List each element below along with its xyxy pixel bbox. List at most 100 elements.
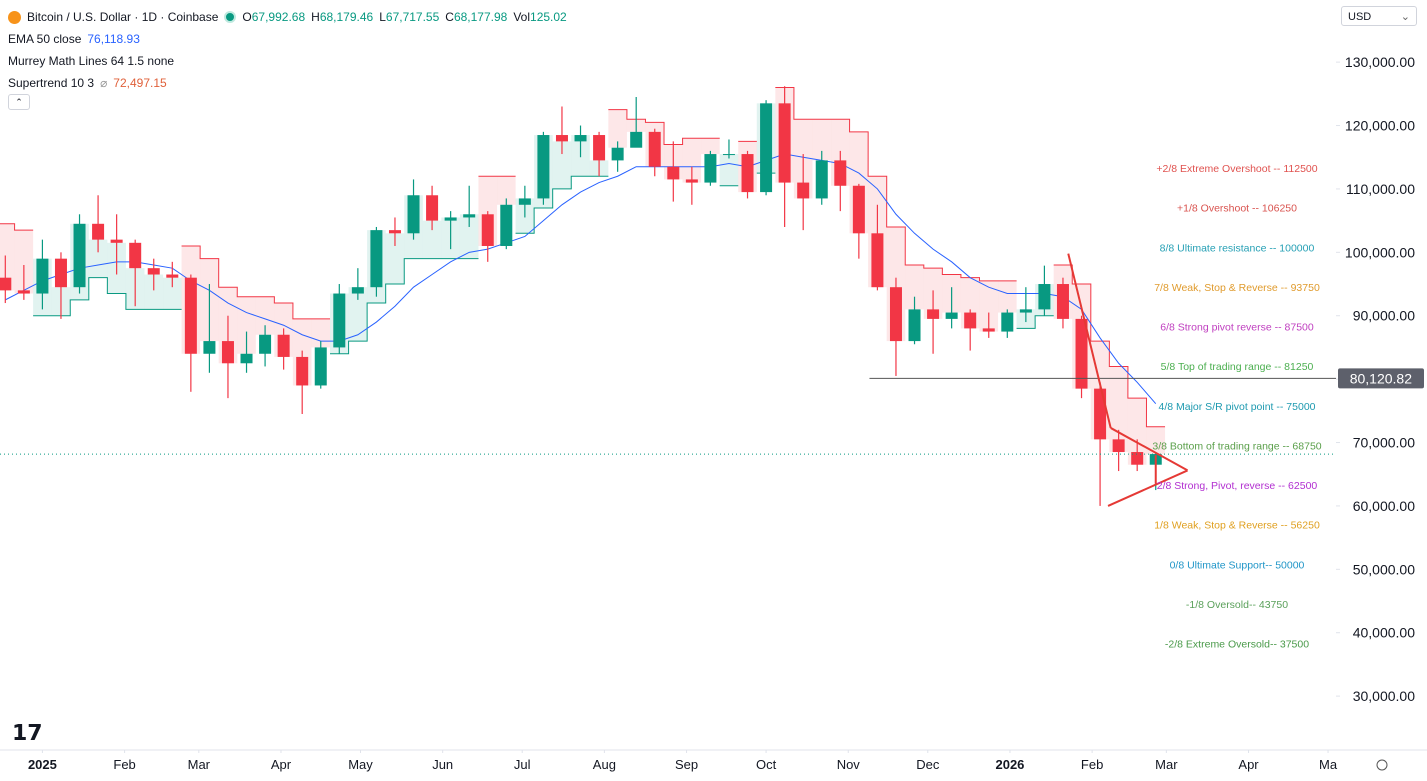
murrey-label: 3/8 Bottom of trading range -- 68750 [1152, 440, 1321, 452]
price-badge-label: 80,120.82 [1350, 370, 1412, 386]
tv-logo[interactable]: 𝟭𝟳 [12, 720, 43, 745]
candle-body [518, 198, 531, 205]
ohlc-key: C [445, 10, 454, 24]
supertrend-fill [497, 176, 516, 205]
x-tick-label: Jun [432, 757, 453, 772]
candle-body [537, 135, 550, 199]
ohlc-value: 68,179.46 [319, 10, 374, 24]
trendline [1110, 427, 1189, 472]
candle-body [1019, 309, 1032, 313]
supertrend-fill [608, 109, 627, 148]
murrey-label: +1/8 Overshoot -- 106250 [1177, 203, 1297, 215]
x-tick-label: Aug [593, 757, 616, 772]
ema-line [5, 153, 1157, 405]
candle-body [574, 135, 587, 142]
y-tick-label: 50,000.00 [1353, 561, 1415, 577]
symbol-title[interactable]: Bitcoin / U.S. Dollar · 1D · Coinbase [27, 10, 219, 24]
candle-body [778, 103, 791, 183]
supertrend-fill [979, 280, 999, 332]
x-tick-label: Apr [1238, 757, 1259, 772]
y-tick-label: 110,000.00 [1346, 181, 1415, 197]
murrey-label: 0/8 Ultimate Support-- 50000 [1170, 559, 1305, 571]
candle-body [630, 131, 643, 148]
murrey-label: -2/8 Extreme Oversold-- 37500 [1165, 639, 1309, 651]
murrey-label: 4/8 Major S/R pivot point -- 75000 [1159, 401, 1316, 413]
candle-body [685, 179, 698, 183]
y-tick-label: 90,000.00 [1353, 308, 1415, 324]
supertrend-line [33, 172, 1054, 355]
ohlc-item: H68,179.46 [311, 6, 373, 28]
currency-select[interactable]: USD ⌄ [1341, 6, 1417, 26]
candle-body [73, 223, 86, 288]
candle-body [444, 217, 457, 221]
x-tick-label: Apr [271, 757, 292, 772]
ohlc-item: Vol125.02 [513, 6, 566, 28]
x-tick-label: Ma [1319, 757, 1338, 772]
status-dot [224, 11, 237, 23]
supertrend-fill [682, 138, 702, 183]
price-badge [1338, 368, 1424, 389]
candle-body [945, 312, 958, 319]
candle-body [92, 223, 105, 240]
candle-body [203, 341, 216, 354]
candle-body [741, 154, 754, 193]
supertrend-fill [701, 138, 720, 155]
ohlc-value: 68,177.98 [453, 10, 508, 24]
y-tick-label: 60,000.00 [1353, 498, 1415, 514]
x-tick-label: 2025 [28, 757, 57, 772]
candle-body [648, 131, 661, 167]
supertrend-fill [163, 277, 182, 310]
collapse-button[interactable]: ⌃ [8, 94, 30, 110]
supertrend-fill [1146, 426, 1166, 455]
candle-body [760, 103, 773, 193]
murrey-label[interactable]: Murrey Math Lines 64 1.5 none [8, 54, 175, 68]
murrey-label: 8/8 Ultimate resistance -- 100000 [1160, 242, 1315, 254]
candle-body [1075, 318, 1088, 389]
candle-body [481, 214, 494, 246]
legend: Bitcoin / U.S. Dollar · 1D · Coinbase O67… [8, 6, 567, 110]
ema-value: 76,118.93 [87, 32, 140, 46]
settings-icon[interactable] [1376, 759, 1388, 771]
x-tick-label: Mar [1155, 757, 1178, 772]
coin-icon [8, 10, 21, 24]
candle-body [147, 268, 160, 275]
ohlc-value: 67,992.68 [251, 10, 306, 24]
trendline [1107, 469, 1188, 507]
y-tick-label: 100,000.00 [1345, 244, 1415, 260]
candle-body [221, 341, 234, 364]
candle-body [296, 356, 309, 386]
ohlc-key: Vol [513, 10, 531, 24]
supertrend-fill [255, 296, 275, 335]
y-tick-label: 40,000.00 [1353, 625, 1415, 641]
ohlc-item: C68,177.98 [445, 6, 507, 28]
supertrend-fill [14, 230, 34, 294]
murrey-label: 7/8 Weak, Stop & Reverse -- 93750 [1154, 282, 1320, 294]
supertrend-fill [812, 119, 832, 161]
supertrend-fill [144, 274, 164, 310]
supertrend-fill [311, 318, 331, 348]
candle-body [1131, 452, 1144, 465]
candle-body [555, 135, 568, 142]
candle-body [797, 182, 810, 199]
candle-body [240, 353, 253, 364]
supertrend-fill [552, 141, 572, 189]
x-tick-label: Jul [514, 757, 531, 772]
ema-label[interactable]: EMA 50 close [8, 32, 82, 46]
x-tick-label: 2026 [995, 757, 1024, 772]
candle-body [593, 135, 606, 161]
candle-body [351, 287, 364, 294]
x-tick-label: Feb [113, 757, 135, 772]
candle-body [426, 195, 439, 221]
supertrend-label[interactable]: Supertrend 10 3 [8, 76, 95, 90]
y-tick-label: 70,000.00 [1353, 435, 1415, 451]
ohlc-item: O67,992.68 [242, 6, 305, 28]
supertrend-fill [719, 154, 739, 186]
supertrend-value: 72,497.15 [113, 76, 167, 90]
x-tick-label: Sep [675, 757, 698, 772]
candle-body [927, 309, 940, 319]
candle-body [1038, 284, 1051, 310]
candle-body [388, 230, 401, 234]
candle-body [1056, 284, 1069, 319]
candle-body [500, 204, 513, 246]
